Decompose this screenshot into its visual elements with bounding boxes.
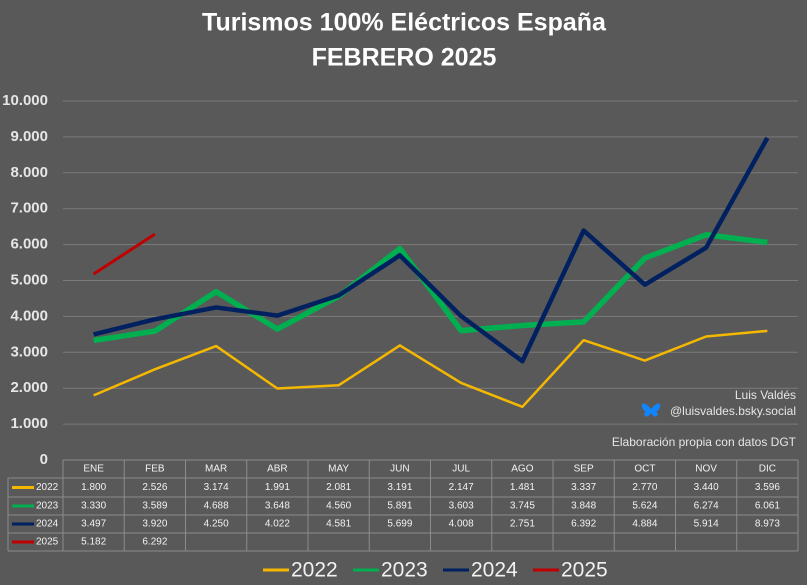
handle: @luisvaldes.bsky.social	[670, 404, 796, 418]
row-label: 2024	[36, 519, 59, 530]
y-tick-label: 7.000	[10, 200, 48, 217]
x-tick-label: JUL	[452, 464, 470, 475]
y-tick-label: 1.000	[10, 415, 48, 432]
y-tick-label: 5.000	[10, 271, 48, 288]
x-tick-label: MAY	[328, 464, 349, 475]
table-value: 5.699	[387, 519, 412, 530]
y-tick-label: 0	[40, 451, 48, 468]
table-value: 3.603	[449, 501, 474, 512]
author: Luis Valdés	[735, 388, 796, 402]
y-tick-label: 8.000	[10, 164, 48, 181]
table-value: 4.008	[449, 519, 474, 530]
series-line	[93, 329, 768, 409]
table-value: 3.596	[755, 482, 780, 493]
table-value: 4.250	[204, 519, 229, 530]
legend-label: 2025	[561, 559, 608, 582]
table-value: 3.191	[387, 482, 412, 493]
table-value: 3.848	[571, 501, 596, 512]
y-tick-label: 2.000	[10, 379, 48, 396]
table-value: 3.745	[510, 501, 535, 512]
row-label: 2023	[36, 501, 59, 512]
table-value: 5.182	[81, 537, 106, 548]
table-value: 6.292	[142, 537, 167, 548]
table-value: 8.973	[755, 519, 780, 530]
x-tick-label: JUN	[390, 464, 409, 475]
x-tick-label: SEP	[574, 464, 594, 475]
table-value: 6.274	[694, 501, 719, 512]
table-value: 5.624	[632, 501, 657, 512]
series-line	[92, 232, 156, 276]
y-tick-label: 9.000	[10, 128, 48, 145]
table-value: 2.526	[142, 482, 167, 493]
table-value: 2.770	[632, 482, 657, 493]
legend-label: 2023	[381, 559, 428, 582]
bluesky-icon	[641, 403, 661, 417]
table-value: 4.581	[326, 519, 351, 530]
x-tick-label: ABR	[267, 464, 288, 475]
table-value: 4.560	[326, 501, 351, 512]
x-tick-label: AGO	[511, 464, 533, 475]
chart-subtitle: FEBRERO 2025	[312, 44, 497, 72]
chart-title: Turismos 100% Eléctricos España	[202, 9, 607, 37]
table-value: 6.392	[571, 519, 596, 530]
y-tick-label: 6.000	[10, 236, 48, 253]
table-value: 3.337	[571, 482, 596, 493]
legend-label: 2022	[291, 559, 338, 582]
x-tick-label: MAR	[205, 464, 227, 475]
x-tick-label: DIC	[759, 464, 776, 475]
y-tick-label: 3.000	[10, 343, 48, 360]
y-tick-label: 4.000	[10, 307, 48, 324]
x-tick-label: FEB	[145, 464, 165, 475]
y-tick-label: 10.000	[2, 92, 48, 109]
table-value: 4.688	[204, 501, 229, 512]
table-value: 3.497	[81, 519, 106, 530]
table-value: 2.147	[449, 482, 474, 493]
source-note: Elaboración propia con datos DGT	[612, 435, 797, 449]
series-line	[93, 136, 770, 364]
table-value: 4.022	[265, 519, 290, 530]
table-value: 1.800	[81, 482, 106, 493]
table-value: 3.174	[204, 482, 229, 493]
series-line	[93, 232, 768, 344]
table-value: 3.920	[142, 519, 167, 530]
table-value: 2.751	[510, 519, 535, 530]
table-value: 3.648	[265, 501, 290, 512]
table-value: 3.440	[694, 482, 719, 493]
table-value: 6.061	[755, 501, 780, 512]
table-value: 1.481	[510, 482, 535, 493]
row-label: 2022	[36, 482, 59, 493]
table-value: 4.884	[632, 519, 657, 530]
table-value: 5.914	[694, 519, 719, 530]
table-value: 1.991	[265, 482, 290, 493]
table-value: 5.891	[387, 501, 412, 512]
legend-label: 2024	[471, 559, 518, 582]
x-tick-label: NOV	[695, 464, 717, 475]
table-value: 3.589	[142, 501, 167, 512]
x-tick-label: ENE	[83, 464, 104, 475]
row-label: 2025	[36, 537, 59, 548]
table-value: 2.081	[326, 482, 351, 493]
x-tick-label: OCT	[634, 464, 655, 475]
table-value: 3.330	[81, 501, 106, 512]
